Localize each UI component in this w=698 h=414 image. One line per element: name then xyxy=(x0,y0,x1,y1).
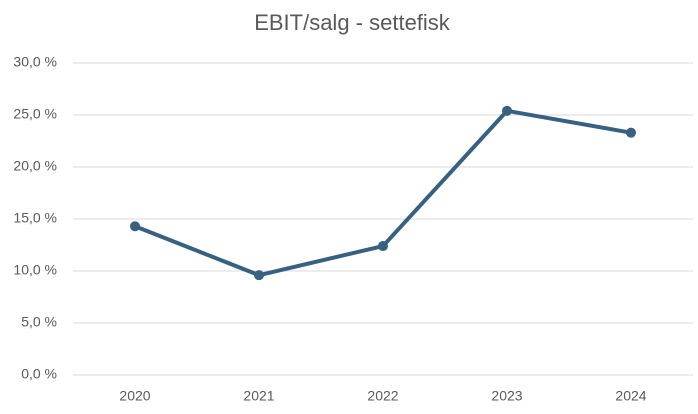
y-tick-label: 15,0 % xyxy=(13,210,57,226)
marker xyxy=(130,221,140,232)
x-tick-label: 2024 xyxy=(615,388,646,404)
marker xyxy=(378,241,388,252)
chart-title: EBIT/salg - settefisk xyxy=(254,10,451,35)
marker xyxy=(502,105,512,116)
marker xyxy=(254,270,264,281)
x-tick-label: 2022 xyxy=(367,388,398,404)
y-tick-label: 0,0 % xyxy=(21,366,57,382)
x-tick-label: 2023 xyxy=(491,388,522,404)
y-tick-label: 5,0 % xyxy=(21,314,57,330)
y-tick-label: 25,0 % xyxy=(13,106,57,122)
marker xyxy=(626,127,636,138)
y-tick-label: 10,0 % xyxy=(13,262,57,278)
y-tick-label: 20,0 % xyxy=(13,158,57,174)
y-tick-label: 30,0 % xyxy=(13,54,57,70)
x-tick-label: 2021 xyxy=(243,388,274,404)
x-tick-label: 2020 xyxy=(119,388,150,404)
